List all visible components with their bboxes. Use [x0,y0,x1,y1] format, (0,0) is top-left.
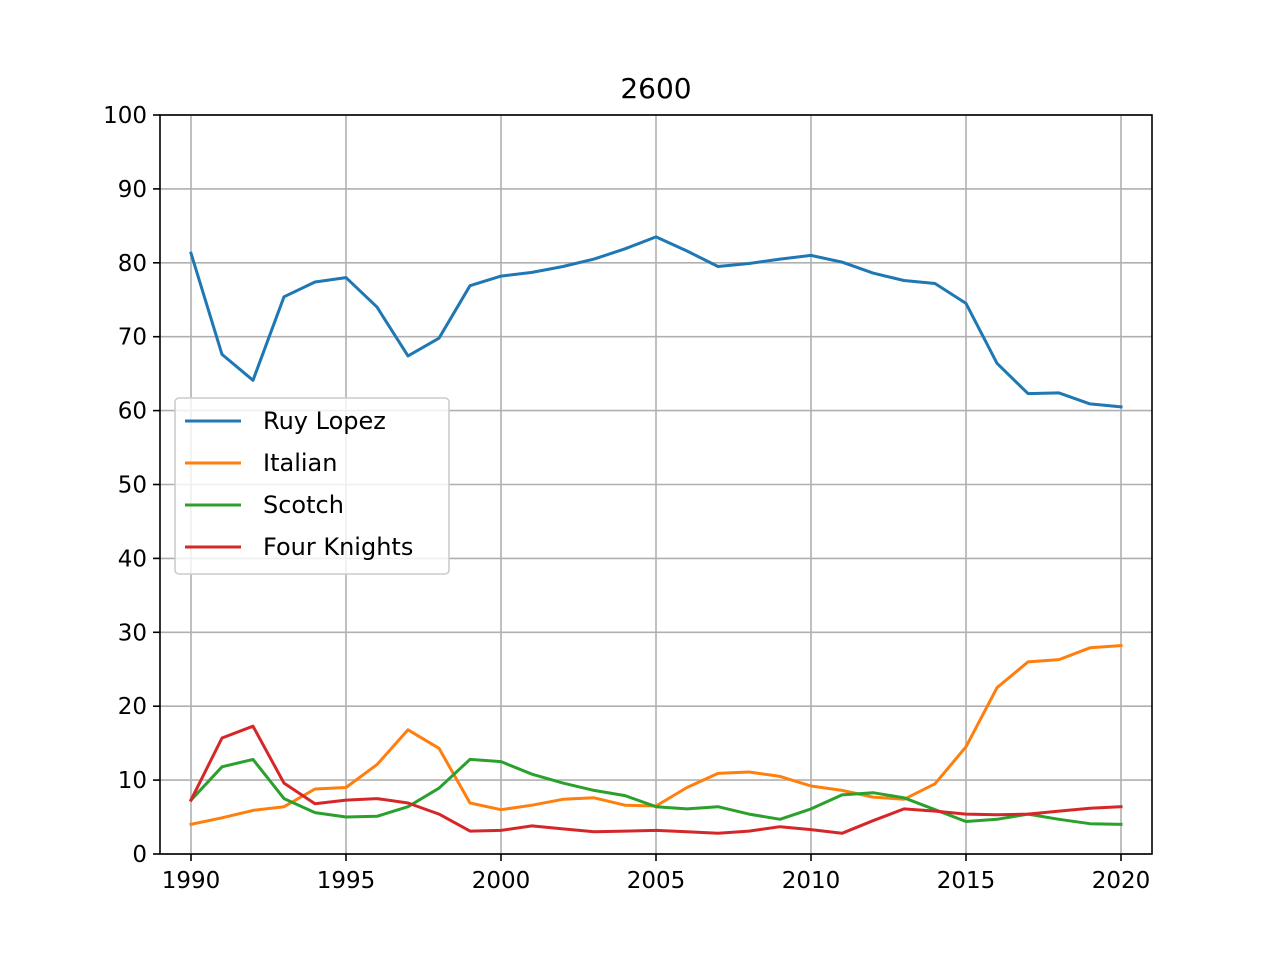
x-tick-label: 2010 [782,868,841,894]
x-tick-label: 2000 [472,868,531,894]
x-tick-label: 2005 [627,868,686,894]
axis-ticks: 1990 1995 2000 2005 2010 2015 2020 0 10 20 30 40 50 6… [103,103,1150,894]
x-tick-label: 1995 [317,868,376,894]
legend-label-ruy-lopez: Ruy Lopez [263,407,386,435]
legend-label-italian: Italian [263,449,337,477]
legend-label-scotch: Scotch [263,491,344,519]
y-tick-label: 0 [132,842,147,868]
y-tick-label: 60 [118,399,147,425]
x-tick-label: 1990 [162,868,221,894]
y-tick-label: 70 [118,325,147,351]
series-line-ruy-lopez [189,235,1123,409]
y-tick-label: 20 [118,694,147,720]
y-tick-label: 40 [118,546,147,572]
x-tick-label: 2020 [1092,868,1151,894]
y-tick-label: 90 [118,177,147,203]
y-tick-label: 100 [103,103,147,129]
series-line-scotch [188,757,1123,826]
y-tick-label: 10 [118,768,147,794]
x-tick-label: 2015 [937,868,996,894]
legend-box [174,397,450,575]
y-tick-label: 30 [118,620,147,646]
y-tick-label: 80 [118,251,147,277]
series-line-four-knights [188,724,1123,835]
chart-title: 2600 [620,72,691,105]
legend-label-four-knights: Four Knights [263,533,413,561]
series-lines [188,235,1123,835]
y-tick-label: 50 [118,473,147,499]
legend: Ruy Lopez Italian Scotch Four Knights [174,397,450,575]
